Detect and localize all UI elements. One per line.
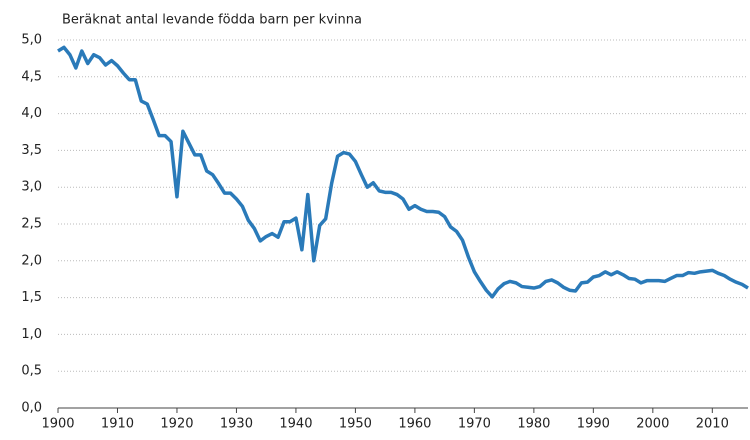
y-tick-label: 4,5 bbox=[21, 69, 42, 84]
chart-title: Beräknat antal levande födda barn per kv… bbox=[62, 13, 362, 28]
x-tick-label: 1950 bbox=[339, 417, 372, 432]
x-tick-label: 1960 bbox=[398, 417, 431, 432]
x-tick-label: 1980 bbox=[517, 417, 550, 432]
y-tick-label: 0,0 bbox=[21, 401, 42, 416]
x-tick-label: 1900 bbox=[41, 417, 74, 432]
line bbox=[57, 45, 749, 299]
x-tick-label: 2000 bbox=[636, 417, 669, 432]
y-tick-label: 4,0 bbox=[21, 106, 42, 121]
y-tick-label: 1,5 bbox=[21, 290, 42, 305]
y-tick-label: 3,5 bbox=[21, 143, 42, 158]
x-tick-label: 1970 bbox=[458, 417, 491, 432]
y-tick-label: 5,0 bbox=[21, 33, 42, 48]
x-tick-label: 1930 bbox=[220, 417, 253, 432]
x-tick-label: 1920 bbox=[160, 417, 193, 432]
x-tick-label: 1910 bbox=[101, 417, 134, 432]
x-tick-label: 1990 bbox=[577, 417, 610, 432]
x-tick-label: 1940 bbox=[279, 417, 312, 432]
y-tick-label: 3,0 bbox=[21, 180, 42, 195]
x-tick-label: 2010 bbox=[696, 417, 729, 432]
y-tick-label: 0,5 bbox=[21, 364, 42, 379]
y-tick-label: 1,0 bbox=[21, 327, 42, 342]
y-tick-label: 2,0 bbox=[21, 253, 42, 268]
y-tick-label: 2,5 bbox=[21, 217, 42, 232]
